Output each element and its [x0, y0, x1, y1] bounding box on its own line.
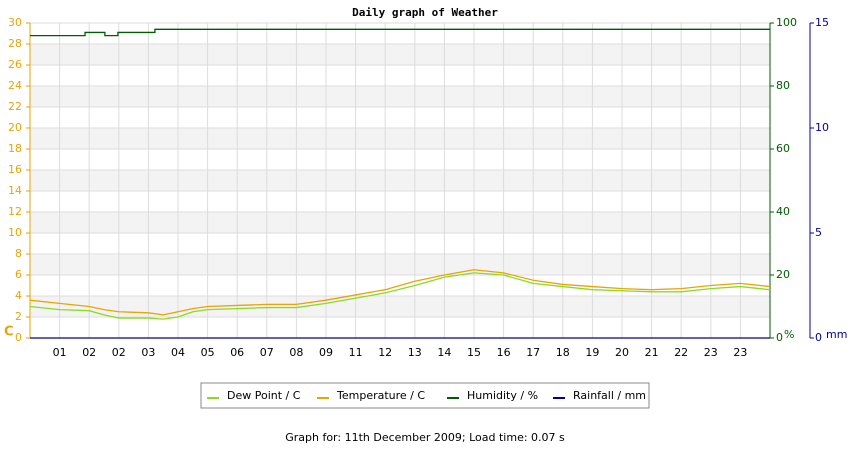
- legend-label: Rainfall / mm: [573, 389, 646, 402]
- y2-tick-label: 20: [776, 268, 790, 281]
- grid-band: [30, 212, 770, 233]
- x-tick-label: 06: [230, 346, 244, 359]
- y-tick-label: 30: [8, 16, 22, 29]
- y-tick-label: 26: [8, 58, 22, 71]
- y2-tick-label: 0: [776, 331, 783, 344]
- y-tick-label: 18: [8, 142, 22, 155]
- x-tick-label: 05: [201, 346, 215, 359]
- x-tick-label: 23: [704, 346, 718, 359]
- x-tick-label: 21: [645, 346, 659, 359]
- x-tick-label: 07: [260, 346, 274, 359]
- y-tick-label: 6: [15, 268, 22, 281]
- footer: Graph for: 11th December 2009; Load time…: [285, 431, 565, 444]
- grid-band: [30, 296, 770, 317]
- chart-title: Daily graph of Weather: [352, 6, 498, 19]
- y2-tick-label: 80: [776, 79, 790, 92]
- y-tick-label: 8: [15, 247, 22, 260]
- y-tick-label: 22: [8, 100, 22, 113]
- x-tick-label: 22: [674, 346, 688, 359]
- x-tick-label: 17: [526, 346, 540, 359]
- x-tick-label: 20: [615, 346, 629, 359]
- x-tick-label: 02: [82, 346, 96, 359]
- x-tick-label: 09: [319, 346, 333, 359]
- y-tick-label: 24: [8, 79, 22, 92]
- y3-tick-label: 10: [815, 121, 829, 134]
- x-tick-label: 04: [171, 346, 185, 359]
- y-tick-label: 16: [8, 163, 22, 176]
- series-line: [29, 272, 771, 320]
- x-tick-label: 12: [378, 346, 392, 359]
- x-tick-label: 02: [112, 346, 126, 359]
- grid-band: [30, 254, 770, 275]
- x-tick-label: 03: [141, 346, 155, 359]
- grid-band: [30, 86, 770, 107]
- y2-tick-label: 60: [776, 142, 790, 155]
- y2-tick-label: 100: [776, 16, 797, 29]
- y-tick-label: 20: [8, 121, 22, 134]
- y-tick-label: 2: [15, 310, 22, 323]
- y-tick-label: 28: [8, 37, 22, 50]
- y-tick-label: 14: [8, 184, 22, 197]
- x-tick-label: 18: [556, 346, 570, 359]
- y3-tick-label: 0: [815, 331, 822, 344]
- x-tick-label: 23: [733, 346, 747, 359]
- y2-axis-label: %: [784, 328, 794, 341]
- y-tick-label: 10: [8, 226, 22, 239]
- x-tick-label: 14: [437, 346, 451, 359]
- x-tick-label: 01: [53, 346, 67, 359]
- grid-band: [30, 44, 770, 65]
- x-tick-label: 13: [408, 346, 422, 359]
- y-tick-label: 12: [8, 205, 22, 218]
- x-tick-label: 16: [497, 346, 511, 359]
- x-tick-label: 15: [467, 346, 481, 359]
- y3-tick-label: 5: [815, 226, 822, 239]
- legend-box: [200, 382, 650, 409]
- legend-label: Temperature / C: [336, 389, 425, 402]
- legend-label: Dew Point / C: [227, 389, 301, 402]
- grid-band: [30, 128, 770, 149]
- y-axis-label: C: [4, 325, 14, 340]
- y2-tick-label: 40: [776, 205, 790, 218]
- series-line: [29, 269, 771, 316]
- y-tick-label: 0: [15, 331, 22, 344]
- x-tick-label: 08: [289, 346, 303, 359]
- x-tick-label: 19: [585, 346, 599, 359]
- y3-tick-label: 15: [815, 16, 829, 29]
- y-tick-label: 4: [15, 289, 22, 302]
- y3-axis-label: mm: [826, 328, 847, 341]
- legend-label: Humidity / %: [467, 389, 538, 402]
- grid-band: [30, 170, 770, 191]
- series-line: [30, 28, 770, 37]
- x-tick-label: 11: [349, 346, 363, 359]
